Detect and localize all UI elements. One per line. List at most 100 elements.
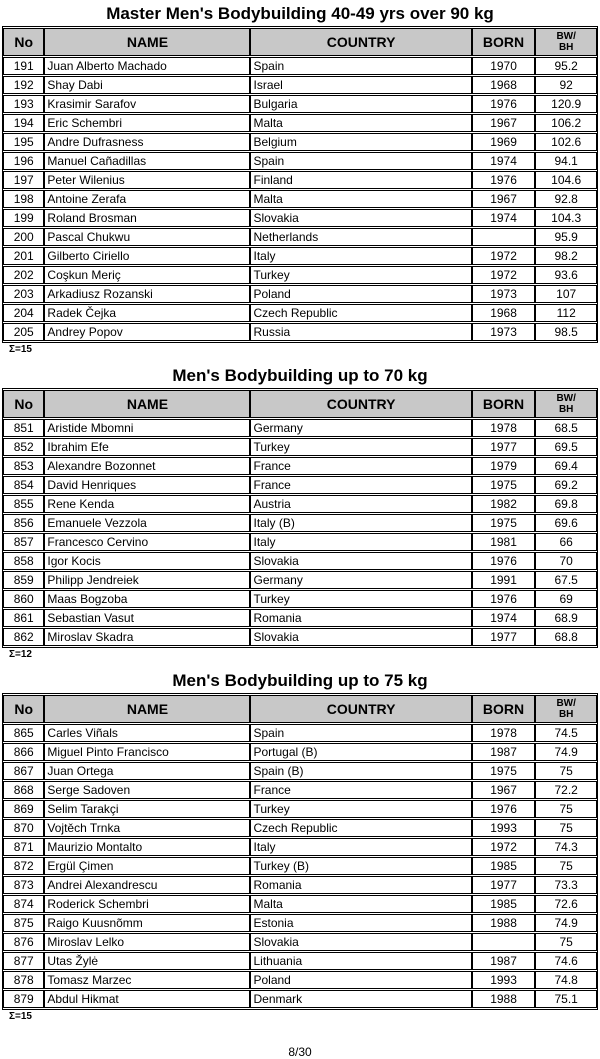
cell-no: 872 <box>3 857 45 875</box>
cell-bw-bh: 75 <box>535 933 597 951</box>
cell-country: Lithuania <box>250 952 472 970</box>
cell-bw-bh: 74.3 <box>535 838 597 856</box>
cell-bw-bh: 112 <box>535 304 597 322</box>
header-country: COUNTRY <box>250 28 472 56</box>
cell-born: 1976 <box>471 95 536 113</box>
cell-no: 871 <box>3 838 45 856</box>
cell-born: 1967 <box>471 190 536 208</box>
cell-name: Abdul Hikmat <box>44 990 251 1008</box>
cell-country: Austria <box>250 495 472 513</box>
cell-no: 860 <box>3 590 45 608</box>
cell-name: Eric Schembri <box>44 114 251 132</box>
cell-born: 1973 <box>471 285 536 303</box>
cell-no: 870 <box>3 819 45 837</box>
cell-bw-bh: 74.8 <box>535 971 597 989</box>
cell-name: Antoine Zerafa <box>44 190 251 208</box>
table-row: 859 Philipp Jendreiek Germany 1991 67.5 <box>3 571 597 589</box>
table-row: 879 Abdul Hikmat Denmark 1988 75.1 <box>3 990 597 1008</box>
header-no: No <box>3 390 45 418</box>
cell-country: Poland <box>250 971 472 989</box>
table-row: 204 Radek Čejka Czech Republic 1968 112 <box>3 304 597 322</box>
cell-no: 857 <box>3 533 45 551</box>
cell-bw-bh: 98.2 <box>535 247 597 265</box>
cell-no: 874 <box>3 895 45 913</box>
sum-label: Σ=12 <box>9 649 32 660</box>
cell-born: 1972 <box>471 266 536 284</box>
table-row: 851 Aristide Mbomni Germany 1978 68.5 <box>3 419 597 437</box>
cell-no: 868 <box>3 781 45 799</box>
cell-no: 203 <box>3 285 45 303</box>
cell-name: David Henriques <box>44 476 251 494</box>
cell-bw-bh: 107 <box>535 285 597 303</box>
header-country: COUNTRY <box>250 390 472 418</box>
table-row: 877 Utas Žylė Lithuania 1987 74.6 <box>3 952 597 970</box>
cell-name: Shay Dabi <box>44 76 251 94</box>
cell-name: Emanuele Vezzola <box>44 514 251 532</box>
header-name: NAME <box>44 390 251 418</box>
table-row: 858 Igor Kocis Slovakia 1976 70 <box>3 552 597 570</box>
cell-no: 856 <box>3 514 45 532</box>
cell-name: Vojtěch Trnka <box>44 819 251 837</box>
header-born: BORN <box>471 390 536 418</box>
table-row: 199 Roland Brosman Slovakia 1974 104.3 <box>3 209 597 227</box>
cell-name: Miguel Pinto Francisco <box>44 743 251 761</box>
table-row: 862 Miroslav Skadra Slovakia 1977 68.8 <box>3 628 597 646</box>
cell-no: 191 <box>3 57 45 75</box>
cell-bw-bh: 69.4 <box>535 457 597 475</box>
cell-name: Ibrahim Efe <box>44 438 251 456</box>
cell-bw-bh: 68.9 <box>535 609 597 627</box>
cell-bw-bh: 75 <box>535 857 597 875</box>
cell-bw-bh: 69.6 <box>535 514 597 532</box>
cell-born: 1985 <box>471 857 536 875</box>
sum-label: Σ=15 <box>9 344 32 355</box>
results-table: No NAME COUNTRY BORN BW/ BH 865 Carles Vi… <box>2 693 598 1010</box>
cell-no: 878 <box>3 971 45 989</box>
cell-born: 1974 <box>471 609 536 627</box>
cell-no: 201 <box>3 247 45 265</box>
cell-born: 1976 <box>471 800 536 818</box>
cell-bw-bh: 70 <box>535 552 597 570</box>
cell-country: Germany <box>250 419 472 437</box>
table-row: 861 Sebastian Vasut Romania 1974 68.9 <box>3 609 597 627</box>
cell-bw-bh: 72.2 <box>535 781 597 799</box>
cell-born: 1988 <box>471 914 536 932</box>
table-row: 870 Vojtěch Trnka Czech Republic 1993 75 <box>3 819 597 837</box>
cell-no: 873 <box>3 876 45 894</box>
cell-born: 1969 <box>471 133 536 151</box>
header-no: No <box>3 695 45 723</box>
cell-born: 1974 <box>471 209 536 227</box>
cell-born: 1968 <box>471 76 536 94</box>
table-row: 853 Alexandre Bozonnet France 1979 69.4 <box>3 457 597 475</box>
cell-country: Russia <box>250 323 472 341</box>
cell-name: Igor Kocis <box>44 552 251 570</box>
cell-name: Krasimir Sarafov <box>44 95 251 113</box>
cell-name: Peter Wilenius <box>44 171 251 189</box>
cell-name: Rene Kenda <box>44 495 251 513</box>
cell-name: Miroslav Lelko <box>44 933 251 951</box>
cell-country: Slovakia <box>250 209 472 227</box>
cell-country: Spain (B) <box>250 762 472 780</box>
cell-bw-bh: 74.5 <box>535 724 597 742</box>
header-no: No <box>3 28 45 56</box>
cell-country: Estonia <box>250 914 472 932</box>
cell-bw-bh: 95.2 <box>535 57 597 75</box>
cell-country: Turkey <box>250 438 472 456</box>
cell-name: Miroslav Skadra <box>44 628 251 646</box>
cell-name: Tomasz Marzec <box>44 971 251 989</box>
table-row: 198 Antoine Zerafa Malta 1967 92.8 <box>3 190 597 208</box>
cell-country: Turkey <box>250 800 472 818</box>
cell-born: 1982 <box>471 495 536 513</box>
cell-no: 854 <box>3 476 45 494</box>
cell-born: 1993 <box>471 971 536 989</box>
cell-no: 202 <box>3 266 45 284</box>
table-row: 866 Miguel Pinto Francisco Portugal (B) 198… <box>3 743 597 761</box>
cell-born: 1967 <box>471 114 536 132</box>
cell-name: Coşkun Meriç <box>44 266 251 284</box>
cell-born: 1972 <box>471 247 536 265</box>
cell-country: Israel <box>250 76 472 94</box>
cell-bw-bh: 73.3 <box>535 876 597 894</box>
cell-no: 867 <box>3 762 45 780</box>
cell-name: Selim Tarakçi <box>44 800 251 818</box>
cell-country: Finland <box>250 171 472 189</box>
cell-bw-bh: 69.8 <box>535 495 597 513</box>
